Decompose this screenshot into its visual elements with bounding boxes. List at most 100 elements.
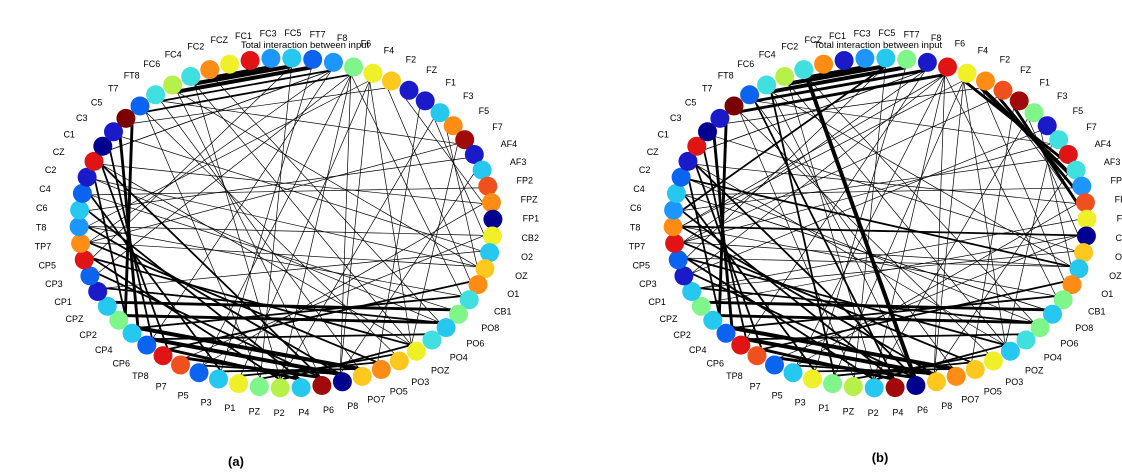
connection-edge xyxy=(680,80,964,227)
connection-edge xyxy=(86,80,370,227)
connection-edge xyxy=(137,295,463,329)
electrode-label-c5: C5 xyxy=(685,98,697,108)
electrode-label-o2: O2 xyxy=(521,252,533,262)
connection-edge xyxy=(770,91,915,378)
electrode-label-p4: P4 xyxy=(892,408,903,418)
connection-edge xyxy=(132,87,388,124)
connection-edge xyxy=(962,79,1063,160)
electrode-label-p7: P7 xyxy=(750,382,761,392)
electrode-label-po3: PO3 xyxy=(411,377,429,387)
electrode-node-po7 xyxy=(946,366,966,386)
electrode-label-fp2: FP2 xyxy=(1111,176,1122,186)
electrode-node-cp2 xyxy=(109,310,129,330)
electrode-label-cz: CZ xyxy=(53,147,65,157)
electrode-node-f8 xyxy=(323,52,343,72)
electrode-label-c2: C2 xyxy=(45,165,57,175)
electrode-node-cp5 xyxy=(668,250,688,270)
connection-edge xyxy=(137,325,360,371)
connection-edge xyxy=(176,91,478,267)
electrode-label-po4: PO4 xyxy=(450,353,468,363)
electrode-node-f6 xyxy=(938,57,957,77)
electrode-node-cp3 xyxy=(80,266,100,286)
electrode-node-fc4 xyxy=(181,67,201,86)
electrode-node-c3 xyxy=(104,122,123,142)
electrode-label-ft7: FT7 xyxy=(904,30,920,40)
connection-edge xyxy=(691,130,1041,274)
electrode-label-p3: P3 xyxy=(795,398,806,408)
electrode-label-cp2: CP2 xyxy=(673,330,691,340)
connection-edge xyxy=(874,74,946,380)
connection-edge xyxy=(754,100,1052,145)
electrode-node-ft7 xyxy=(303,49,323,69)
electrode-label-poz: POZ xyxy=(1025,366,1044,376)
edge-layer xyxy=(680,64,1079,382)
electrode-label-cp4: CP4 xyxy=(95,345,113,355)
electrode-label-cpz: CPZ xyxy=(66,314,85,324)
electrode-label-p6: P6 xyxy=(323,405,334,415)
electrode-node-cp1 xyxy=(88,282,108,301)
electrode-node-po3 xyxy=(389,351,409,371)
electrode-label-f5: F5 xyxy=(1073,106,1084,116)
connection-edge xyxy=(698,219,1079,289)
connection-edge xyxy=(94,179,478,267)
connection-edge xyxy=(145,111,261,379)
connection-edge xyxy=(739,111,990,355)
connection-edge xyxy=(104,287,440,324)
electrode-node-c4 xyxy=(72,183,92,203)
electrode-label-cp6: CP6 xyxy=(112,359,130,369)
electrode-node-p8 xyxy=(332,372,352,392)
electrode-node-p8 xyxy=(926,372,946,392)
electrode-node-o2 xyxy=(480,243,500,263)
connection-edge xyxy=(91,257,281,381)
connection-edge xyxy=(119,135,482,252)
connection-edge xyxy=(874,117,1029,381)
connection-edge xyxy=(91,65,292,259)
electrode-node-f3 xyxy=(430,103,450,123)
electrode-node-p6 xyxy=(906,376,926,395)
electrode-node-cb1 xyxy=(459,290,479,310)
electrode-node-ft8 xyxy=(146,85,166,105)
connection-edge xyxy=(746,333,1021,341)
node-layer xyxy=(663,48,1097,398)
connection-edge xyxy=(94,179,441,323)
electrode-label-c6: C6 xyxy=(36,203,48,213)
electrode-node-f7 xyxy=(1049,130,1069,150)
electrode-label-fc6: FC6 xyxy=(143,59,160,69)
connection-edge xyxy=(708,235,1079,303)
electrode-label-o2: O2 xyxy=(1115,252,1122,262)
electrode-label-f6: F6 xyxy=(361,38,372,48)
electrode-node-fc5 xyxy=(282,48,302,68)
electrode-node-c4 xyxy=(666,183,686,203)
electrode-label-f8: F8 xyxy=(337,33,348,43)
electrode-label-p8: P8 xyxy=(347,401,358,411)
electrode-label-cb1: CB1 xyxy=(494,306,512,316)
connection-edge xyxy=(339,172,475,375)
electrode-label-c2: C2 xyxy=(639,165,651,175)
connection-edge xyxy=(685,257,1072,267)
connection-edge xyxy=(176,65,313,94)
electrode-label-oz: OZ xyxy=(1109,271,1122,281)
electrode-node-c2 xyxy=(77,167,97,187)
electrode-label-fc3: FC3 xyxy=(260,29,277,39)
connection-edge xyxy=(981,87,1065,282)
connection-edge xyxy=(194,64,292,86)
connection-edge xyxy=(745,70,926,340)
electrode-node-cz xyxy=(678,151,698,171)
connection-edge xyxy=(694,163,916,379)
electrode-label-cpz: CPZ xyxy=(660,314,679,324)
electrode-node-c1 xyxy=(687,136,707,156)
electrode-label-fp1: FP1 xyxy=(1117,214,1122,224)
connection-edge xyxy=(109,69,332,151)
connection-edge xyxy=(202,203,484,366)
electrode-label-fc2: FC2 xyxy=(781,41,798,51)
electrode-node-p2 xyxy=(270,378,290,398)
electrode-label-poz: POZ xyxy=(431,366,450,376)
electrode-label-t8: T8 xyxy=(630,222,641,232)
electrode-label-p4: P4 xyxy=(298,408,309,418)
electrode-label-fc5: FC5 xyxy=(878,28,895,38)
electrode-node-c5 xyxy=(710,108,730,128)
connection-edge xyxy=(101,164,412,346)
electrode-node-f8 xyxy=(917,52,937,72)
connection-edge xyxy=(796,203,1078,366)
electrode-label-tp8: TP8 xyxy=(132,371,149,381)
